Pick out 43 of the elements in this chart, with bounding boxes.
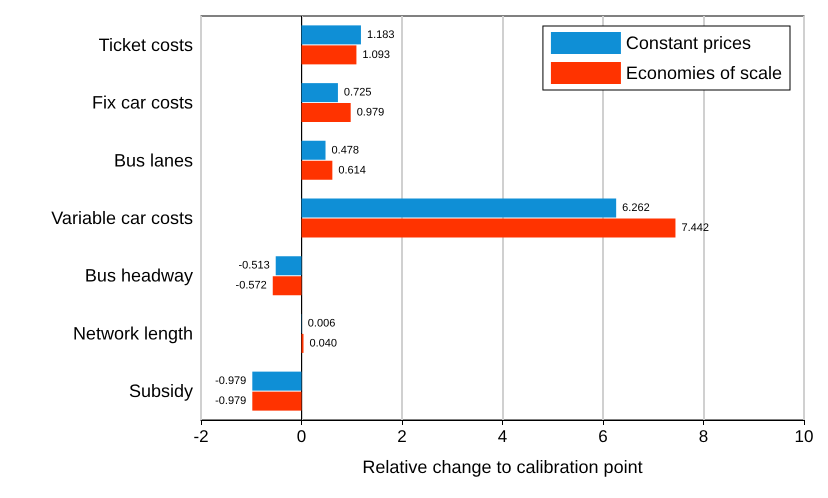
bar xyxy=(302,160,332,180)
y-tick-label: Ticket costs xyxy=(98,34,193,55)
y-tick-label: Variable car costs xyxy=(51,208,193,228)
bar xyxy=(302,45,356,64)
data-label: 0.006 xyxy=(308,317,336,330)
x-axis-title: Relative change to calibration point xyxy=(362,457,643,477)
bar xyxy=(302,218,676,238)
x-tick-label: 4 xyxy=(498,427,508,446)
data-label: 6.262 xyxy=(622,202,650,214)
x-tick-label: 0 xyxy=(296,427,306,446)
bar xyxy=(302,103,351,122)
bar xyxy=(252,392,302,411)
legend-label: Economies of scale xyxy=(626,63,782,83)
data-label: 0.478 xyxy=(332,144,360,156)
y-tick-label: Subsidy xyxy=(128,381,193,402)
y-tick-label: Fix car costs xyxy=(92,92,193,113)
data-label: 0.614 xyxy=(338,164,366,176)
x-tick-label: 10 xyxy=(794,427,814,446)
data-label: 0.040 xyxy=(310,337,338,350)
data-label: -0.979 xyxy=(215,395,246,408)
y-tick-label: Bus headway xyxy=(84,266,193,286)
legend-label: Constant prices xyxy=(626,33,751,53)
x-tick-label: -2 xyxy=(193,427,209,446)
data-label: -0.513 xyxy=(238,260,270,272)
bar xyxy=(276,256,302,276)
bar xyxy=(252,372,302,391)
x-tick-label: 6 xyxy=(598,427,608,446)
data-label: 1.183 xyxy=(366,28,394,41)
data-label: 1.093 xyxy=(362,48,390,61)
bar xyxy=(302,140,326,160)
x-tick-label: 2 xyxy=(397,427,407,446)
y-tick-label: Network length xyxy=(72,323,193,344)
data-label: -0.979 xyxy=(215,375,246,388)
x-tick-label: 8 xyxy=(698,427,708,446)
bar xyxy=(302,198,616,218)
data-label: 0.979 xyxy=(356,106,384,119)
y-tick-label: Bus lanes xyxy=(114,150,193,170)
bar xyxy=(302,25,361,44)
bar xyxy=(302,83,338,102)
data-label: 0.725 xyxy=(344,86,372,99)
bar xyxy=(272,276,302,296)
data-label: -0.572 xyxy=(236,280,267,292)
data-label: 7.442 xyxy=(681,222,709,234)
